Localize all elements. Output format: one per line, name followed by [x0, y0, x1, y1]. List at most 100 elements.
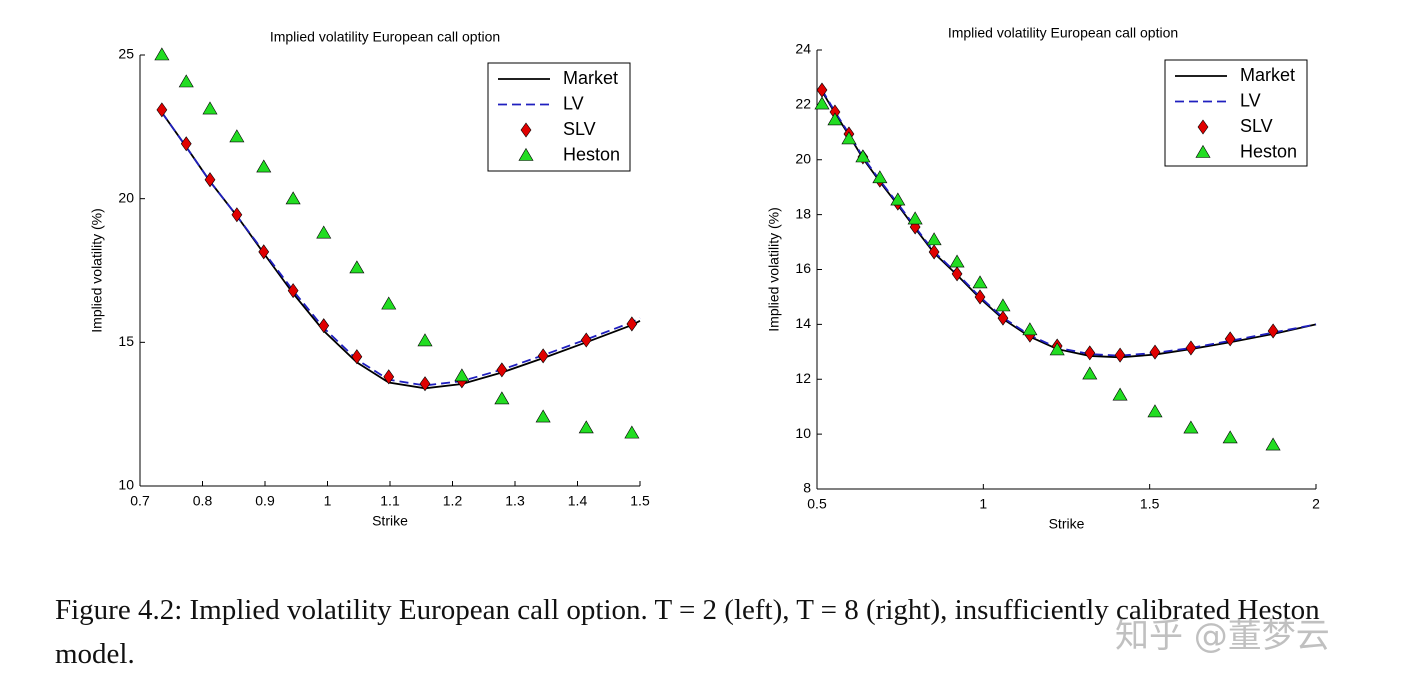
- data-point: [997, 310, 1009, 326]
- legend-label: SLV: [1240, 116, 1273, 136]
- data-point: [381, 296, 397, 310]
- x-tick-label: 1.1: [380, 493, 400, 509]
- y-tick-label: 20: [795, 150, 811, 166]
- data-point: [1183, 420, 1199, 434]
- data-point: [419, 376, 431, 392]
- x-tick-label: 1.2: [443, 493, 463, 509]
- legend-label: Heston: [563, 144, 620, 164]
- x-tick-label: 1.3: [505, 493, 525, 509]
- legend-label: LV: [1240, 90, 1261, 110]
- data-point: [1049, 342, 1065, 356]
- x-tick-label: 2: [1312, 496, 1320, 512]
- data-point: [316, 225, 332, 239]
- data-point: [318, 318, 330, 334]
- data-point: [287, 283, 299, 299]
- data-point: [1149, 344, 1161, 360]
- data-point: [454, 368, 470, 382]
- data-point: [349, 260, 365, 274]
- legend-box: [1164, 59, 1308, 167]
- x-tick-label: 1: [324, 493, 332, 509]
- x-tick-label: 0.8: [193, 493, 213, 509]
- y-tick-label: 10: [795, 425, 811, 441]
- x-axis-label: Strike: [372, 513, 408, 529]
- watermark: 知乎 @董梦云: [1115, 616, 1330, 656]
- y-tick-label: 12: [795, 370, 811, 386]
- data-point: [827, 112, 843, 126]
- data-point: [974, 289, 986, 305]
- series-line: [161, 111, 641, 387]
- data-point: [156, 102, 168, 118]
- data-point: [928, 244, 940, 260]
- y-tick-label: 24: [795, 41, 811, 57]
- data-point: [229, 129, 245, 143]
- data-point: [580, 332, 592, 348]
- data-point: [178, 74, 194, 88]
- data-point: [256, 159, 272, 173]
- data-point: [626, 316, 638, 332]
- legend-box: [487, 62, 631, 172]
- data-point: [624, 425, 640, 439]
- data-point: [855, 149, 871, 163]
- data-point: [417, 333, 433, 347]
- data-point: [1114, 347, 1126, 363]
- legend-marker: [1195, 144, 1211, 158]
- data-point: [258, 244, 270, 260]
- caption: Figure 4.2: Implied volatility European …: [55, 594, 1320, 670]
- data-point: [231, 207, 243, 223]
- y-axis-label: Implied volatility (%): [89, 208, 105, 332]
- data-point: [1084, 345, 1096, 361]
- data-point: [1267, 323, 1279, 339]
- data-point: [180, 136, 192, 152]
- data-point: [814, 96, 830, 110]
- data-point: [890, 192, 906, 206]
- data-point: [204, 172, 216, 188]
- data-point: [285, 191, 301, 205]
- data-point: [872, 170, 888, 184]
- x-tick-label: 1.5: [1140, 496, 1160, 512]
- data-point: [537, 348, 549, 364]
- y-tick-label: 18: [795, 205, 811, 221]
- figure: Implied volatility European call option 0…: [89, 25, 1320, 532]
- x-tick-label: 1.4: [568, 493, 588, 509]
- legend-label: Market: [563, 68, 618, 88]
- data-point: [578, 420, 594, 434]
- legend-marker: [520, 122, 532, 138]
- data-point: [383, 369, 395, 385]
- data-point: [972, 275, 988, 289]
- y-tick-label: 10: [118, 477, 134, 493]
- chart-title: Implied volatility European call option: [270, 29, 500, 45]
- x-tick-label: 0.5: [807, 496, 827, 512]
- data-point: [1224, 331, 1236, 347]
- legend-label: LV: [563, 93, 584, 113]
- x-tick-label: 0.9: [255, 493, 275, 509]
- chart-title: Implied volatility European call option: [948, 25, 1178, 41]
- x-tick-label: 1.5: [630, 493, 650, 509]
- data-point: [496, 362, 508, 378]
- x-tick-label: 0.7: [130, 493, 150, 509]
- data-point: [907, 211, 923, 225]
- x-axis-label: Strike: [1049, 516, 1085, 532]
- data-point: [926, 232, 942, 246]
- data-point: [1222, 430, 1238, 444]
- y-tick-label: 14: [795, 315, 811, 331]
- data-point: [154, 47, 170, 61]
- data-point: [1022, 322, 1038, 336]
- legend-marker: [518, 147, 534, 161]
- data-point: [1147, 404, 1163, 418]
- legend-label: SLV: [563, 119, 596, 139]
- data-point: [1185, 340, 1197, 356]
- legend-marker: [1197, 119, 1209, 135]
- data-point: [995, 298, 1011, 312]
- data-point: [494, 391, 510, 405]
- data-point: [202, 101, 218, 115]
- data-point: [841, 131, 857, 145]
- y-axis-label: Implied volatility (%): [766, 207, 782, 331]
- data-point: [949, 254, 965, 268]
- data-point: [1265, 437, 1281, 451]
- data-point: [351, 349, 363, 365]
- data-point: [951, 266, 963, 282]
- series-line: [821, 89, 1317, 357]
- data-point: [1082, 366, 1098, 380]
- x-tick-label: 1: [979, 496, 987, 512]
